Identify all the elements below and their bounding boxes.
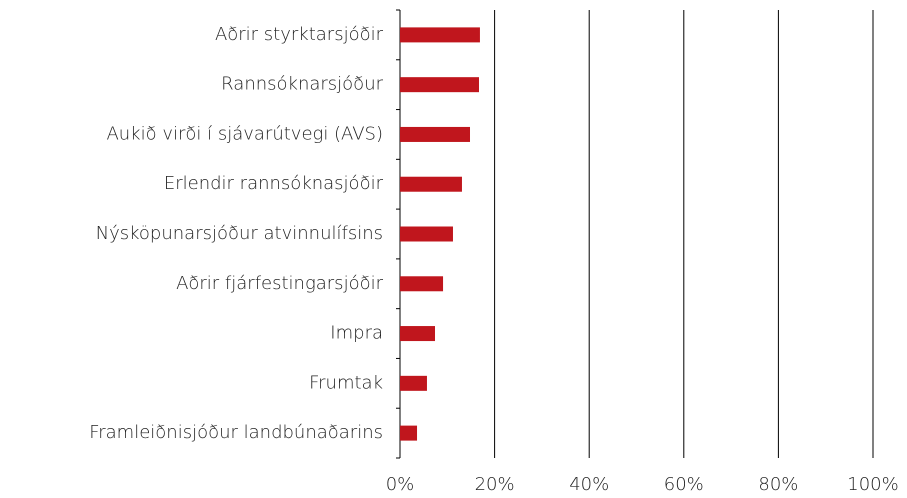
x-tick-label: 80% — [758, 474, 798, 495]
bar — [400, 126, 471, 142]
x-tick-label: 60% — [664, 474, 704, 495]
x-tick-label: 20% — [475, 474, 515, 495]
bar — [400, 176, 462, 192]
y-tick-label: Nýsköpunarsjóður atvinnulífsins — [96, 223, 383, 244]
bar — [400, 27, 480, 43]
bar — [400, 425, 418, 441]
y-tick-label: Framleiðnisjóður landbúnaðarins — [89, 422, 383, 443]
y-tick-label: Erlendir rannsóknasjóðir — [164, 173, 384, 194]
x-tick-label: 0% — [386, 474, 415, 495]
x-tick-label: 40% — [569, 474, 609, 495]
bar — [400, 375, 427, 391]
x-tick-label: 100% — [847, 474, 898, 495]
y-tick-label: Aðrir fjárfestingarsjóðir — [176, 273, 384, 294]
bar — [400, 226, 453, 242]
y-tick-label: Aukið virði í sjávarútvegi (AVS) — [106, 123, 383, 144]
bar — [400, 276, 444, 292]
y-tick-label: Rannsóknarsjóður — [221, 74, 383, 95]
bar — [400, 77, 479, 93]
bar — [400, 326, 436, 342]
y-tick-label: Frumtak — [309, 372, 383, 393]
y-tick-label: Aðrir styrktarsjóðir — [215, 24, 384, 45]
y-tick-label: Impra — [330, 323, 383, 344]
